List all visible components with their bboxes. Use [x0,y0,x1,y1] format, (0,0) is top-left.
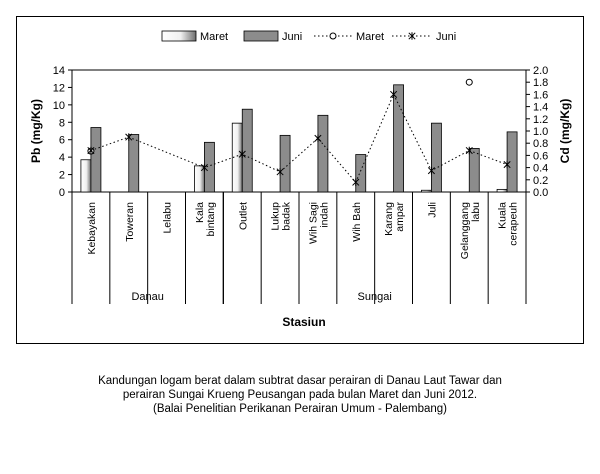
bar-maret [496,188,508,193]
right-axis-tick-label: 0.6 [533,150,548,162]
category-label: indah [318,202,330,228]
category-label: ampar [394,202,406,232]
legend-swatch-bar-maret [161,30,197,42]
legend-marker-maret [329,32,337,40]
category-label: labu [470,202,482,222]
category-label: Outlet [237,202,249,230]
right-axis-tick-label: 1.2 [533,114,548,126]
category-label: Gelanggang [459,202,471,259]
bar-juni [90,127,102,193]
point-maret [465,78,473,86]
legend-label-bar-maret: Maret [200,31,228,43]
x-axis-title: Stasiun [282,315,325,329]
category-label: Lukup [270,202,282,231]
category-label: badak [281,201,293,230]
right-axis-tick-label: 0.4 [533,163,548,175]
left-axis-tick-label: 0 [59,187,65,199]
left-axis-tick-label: 10 [53,100,65,112]
legend-label-line-maret: Maret [356,31,384,43]
legend-label-bar-juni: Juni [282,31,302,43]
left-axis-tick-label: 12 [53,82,65,94]
bar-juni [355,154,367,193]
category-label: Karang [383,202,395,236]
point-juni [125,133,133,141]
caption-line-2: perairan Sungai Krueng Peusangan pada bu… [122,389,478,401]
point-juni [465,146,473,155]
point-juni [352,178,360,187]
right-axis-tick-label: 2.0 [533,65,548,77]
bar-juni [393,84,404,193]
caption-line-3: (Balai Penelitian Perikanan Perairan Umu… [152,403,448,415]
right-axis-tick-label: 1.6 [533,89,548,101]
legend-swatch-bar-juni [243,30,279,42]
left-axis-tick-label: 14 [53,65,65,77]
category-label: Wih Bah [351,202,363,242]
point-juni [503,160,511,169]
bar-juni [506,131,518,193]
plot-area [71,69,527,193]
chart-frame [16,16,584,344]
category-label: cerapeuh [508,202,520,246]
point-juni [276,168,284,176]
category-label: Wih Sagi [307,202,319,244]
category-label: Kala [194,202,206,223]
caption: Kandungan logam berat dalam subtrat dasa… [0,374,600,416]
bar-juni [128,134,140,193]
category-label: Kebayakan [86,202,98,255]
point-juni [314,134,322,143]
bar-maret [421,189,432,193]
right-axis-tick-label: 0.0 [533,187,548,199]
point-juni [87,146,95,155]
legend-marker-juni [408,32,416,40]
bar-juni [204,141,215,193]
right-axis-tick-label: 1.0 [533,126,548,138]
left-axis-tick-label: 6 [59,135,65,147]
bar-juni [279,134,291,193]
category-label: bintang [205,202,217,237]
right-axis-tick-label: 0.2 [533,175,548,187]
chart: 0 2 4 6 8 10 12 14 0.00.20.40.60.81.01.21.41.61.… [29,30,572,329]
group-label: Sungai [358,291,392,303]
point-juni [238,150,246,158]
left-axis-tick-label: 4 [59,152,65,164]
caption-line-1: Kandungan logam berat dalam subtrat dasa… [98,375,502,387]
category-label: Kuala [497,202,509,229]
legend-label-line-juni: Juni [436,31,456,43]
left-axis-title: Pb (mg/Kg) [29,99,43,163]
bar-juni [317,114,329,193]
right-axis-tick-label: 0.8 [533,138,548,150]
bar-juni [431,122,442,193]
right-axis-tick-label: 1.4 [533,102,548,114]
bar-juni [468,148,480,193]
point-juni [200,163,208,172]
category-label: Lelabu [162,202,174,234]
right-axis-tick-label: 1.8 [533,77,548,89]
point-juni [390,90,398,99]
left-axis-tick-label: 8 [59,117,65,129]
bar-maret [80,159,92,193]
point-juni [427,166,435,175]
right-axis-title: Cd (mg/Kg) [558,99,572,164]
line-juni [90,93,508,184]
bar-juni [241,108,253,193]
group-label: Danau [131,291,163,303]
left-axis-tick-label: 2 [59,170,65,182]
category-label: Toweran [124,202,136,242]
category-label: Juli [426,202,438,218]
